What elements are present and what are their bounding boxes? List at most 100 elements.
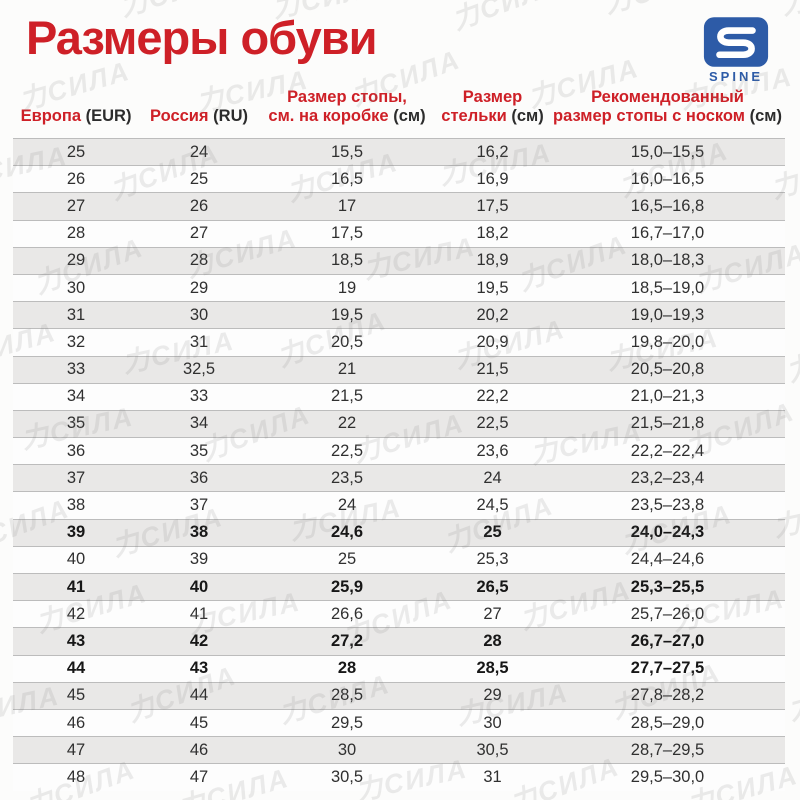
cell-eur-size: 47 <box>66 740 86 759</box>
cell-ru-size: 29 <box>189 278 209 297</box>
table-row: 37 36 23,5 24 23,2–23,4 <box>13 464 785 492</box>
table-row: 47 46 30 30,5 28,7–29,5 <box>13 736 785 764</box>
cell-recommended: 19,8–20,0 <box>630 332 705 351</box>
table-row: 35 34 22 22,5 21,5–21,8 <box>13 409 785 438</box>
cell-recommended: 21,0–21,3 <box>630 387 705 406</box>
column-header-foot-size-on-box: Размер стопы, см. на коробке (см) <box>268 88 426 125</box>
cell-recommended: 18,0–18,3 <box>630 251 705 270</box>
cell-ru-size: 26 <box>189 196 209 215</box>
size-table-body: 25 24 15,5 16,2 15,0–15,5 26 25 16,5 16,… <box>13 138 785 791</box>
cell-ru-size: 39 <box>189 550 209 569</box>
cell-eur-size: 48 <box>66 767 86 786</box>
cell-box-size: 25 <box>337 550 357 569</box>
table-row: 28 27 17,5 18,2 16,7–17,0 <box>13 219 785 247</box>
table-row: 25 24 15,5 16,2 15,0–15,5 <box>13 138 785 166</box>
cell-box-size: 17 <box>337 196 357 215</box>
cell-insole-size: 28,5 <box>476 659 509 678</box>
cell-recommended: 19,0–19,3 <box>630 305 705 324</box>
cell-insole-size: 16,2 <box>476 142 509 161</box>
cell-box-size: 25,9 <box>330 577 364 596</box>
cell-recommended: 24,4–24,6 <box>630 550 705 569</box>
column-header-europe: Европа (EUR) <box>20 106 132 125</box>
watermark-text: 力СИЛА <box>448 0 566 36</box>
cell-ru-size: 41 <box>189 604 209 623</box>
table-row: 33 32,5 21 21,5 20,5–20,8 <box>13 355 785 383</box>
cell-box-size: 19,5 <box>330 305 364 324</box>
cell-eur-size: 26 <box>66 169 86 188</box>
cell-eur-size: 34 <box>66 387 86 406</box>
cell-box-size: 24,6 <box>330 523 364 542</box>
cell-eur-size: 36 <box>66 441 86 460</box>
cell-ru-size: 32,5 <box>182 360 216 379</box>
cell-insole-size: 24 <box>483 468 502 487</box>
cell-recommended: 27,7–27,5 <box>630 659 705 678</box>
cell-recommended: 28,5–29,0 <box>630 713 705 732</box>
cell-box-size: 19 <box>337 278 357 297</box>
cell-eur-size: 40 <box>66 550 86 569</box>
cell-ru-size: 24 <box>189 142 209 161</box>
cell-box-size: 30,5 <box>330 767 364 786</box>
table-row: 29 28 18,5 18,9 18,0–18,3 <box>13 246 785 274</box>
cell-eur-size: 39 <box>66 523 86 542</box>
cell-box-size: 20,5 <box>330 332 364 351</box>
watermark-text: 力СИЛА <box>777 0 800 22</box>
cell-eur-size: 45 <box>66 686 86 705</box>
cell-eur-size: 28 <box>66 224 86 243</box>
cell-eur-size: 29 <box>66 251 86 270</box>
cell-ru-size: 40 <box>189 577 209 596</box>
column-header-recommended: Рекомендованный размер стопы с носком (с… <box>553 88 782 125</box>
cell-eur-size: 41 <box>66 577 86 596</box>
cell-recommended: 25,7–26,0 <box>630 604 705 623</box>
cell-ru-size: 36 <box>189 468 209 487</box>
cell-box-size: 18,5 <box>330 251 364 270</box>
table-row: 30 29 19 19,5 18,5–19,0 <box>13 273 785 302</box>
cell-eur-size: 38 <box>66 496 86 515</box>
cell-insole-size: 16,9 <box>476 169 509 188</box>
table-row: 44 43 28 28,5 27,7–27,5 <box>13 654 785 682</box>
cell-eur-size: 43 <box>66 631 86 650</box>
cell-ru-size: 43 <box>189 659 209 678</box>
cell-ru-size: 25 <box>189 169 209 188</box>
cell-insole-size: 21,5 <box>476 360 509 379</box>
table-row: 39 38 24,6 25 24,0–24,3 <box>13 518 785 546</box>
table-row: 26 25 16,5 16,9 16,0–16,5 <box>13 165 785 193</box>
cell-eur-size: 32 <box>66 332 86 351</box>
table-row: 38 37 24 24,5 23,5–23,8 <box>13 491 785 519</box>
cell-box-size: 21,5 <box>330 387 364 406</box>
cell-recommended: 16,0–16,5 <box>630 169 705 188</box>
cell-insole-size: 23,6 <box>476 441 509 460</box>
column-header-insole-size: Размер стельки (см) <box>441 88 544 125</box>
cell-recommended: 16,7–17,0 <box>630 224 705 243</box>
cell-eur-size: 25 <box>66 142 86 161</box>
cell-recommended: 24,0–24,3 <box>630 523 705 542</box>
cell-eur-size: 27 <box>66 196 86 215</box>
cell-box-size: 22,5 <box>330 441 364 460</box>
cell-insole-size: 24,5 <box>476 496 509 515</box>
cell-recommended: 22,2–22,4 <box>630 441 705 460</box>
spine-brand-text: SPINE <box>708 69 763 84</box>
table-row: 27 26 17 17,5 16,5–16,8 <box>13 192 785 220</box>
cell-recommended: 23,5–23,8 <box>630 496 705 515</box>
cell-recommended: 25,3–25,5 <box>630 577 705 596</box>
cell-eur-size: 37 <box>66 468 86 487</box>
cell-box-size: 17,5 <box>330 224 364 243</box>
cell-insole-size: 22,5 <box>476 414 509 433</box>
cell-insole-size: 26,5 <box>476 577 509 596</box>
cell-eur-size: 35 <box>66 414 86 433</box>
cell-insole-size: 30 <box>483 713 502 732</box>
cell-eur-size: 33 <box>66 360 86 379</box>
cell-box-size: 21 <box>337 360 357 379</box>
cell-ru-size: 47 <box>189 767 209 786</box>
cell-recommended: 26,7–27,0 <box>630 631 705 650</box>
cell-ru-size: 46 <box>189 740 209 759</box>
cell-box-size: 22 <box>337 414 357 433</box>
cell-eur-size: 46 <box>66 713 86 732</box>
cell-box-size: 28 <box>337 659 357 678</box>
cell-insole-size: 28 <box>483 631 502 650</box>
cell-insole-size: 27 <box>483 604 502 623</box>
cell-recommended: 29,5–30,0 <box>630 767 705 786</box>
cell-recommended: 27,8–28,2 <box>630 686 705 705</box>
cell-ru-size: 30 <box>189 305 209 324</box>
cell-insole-size: 20,9 <box>476 332 509 351</box>
cell-recommended: 28,7–29,5 <box>630 740 705 759</box>
